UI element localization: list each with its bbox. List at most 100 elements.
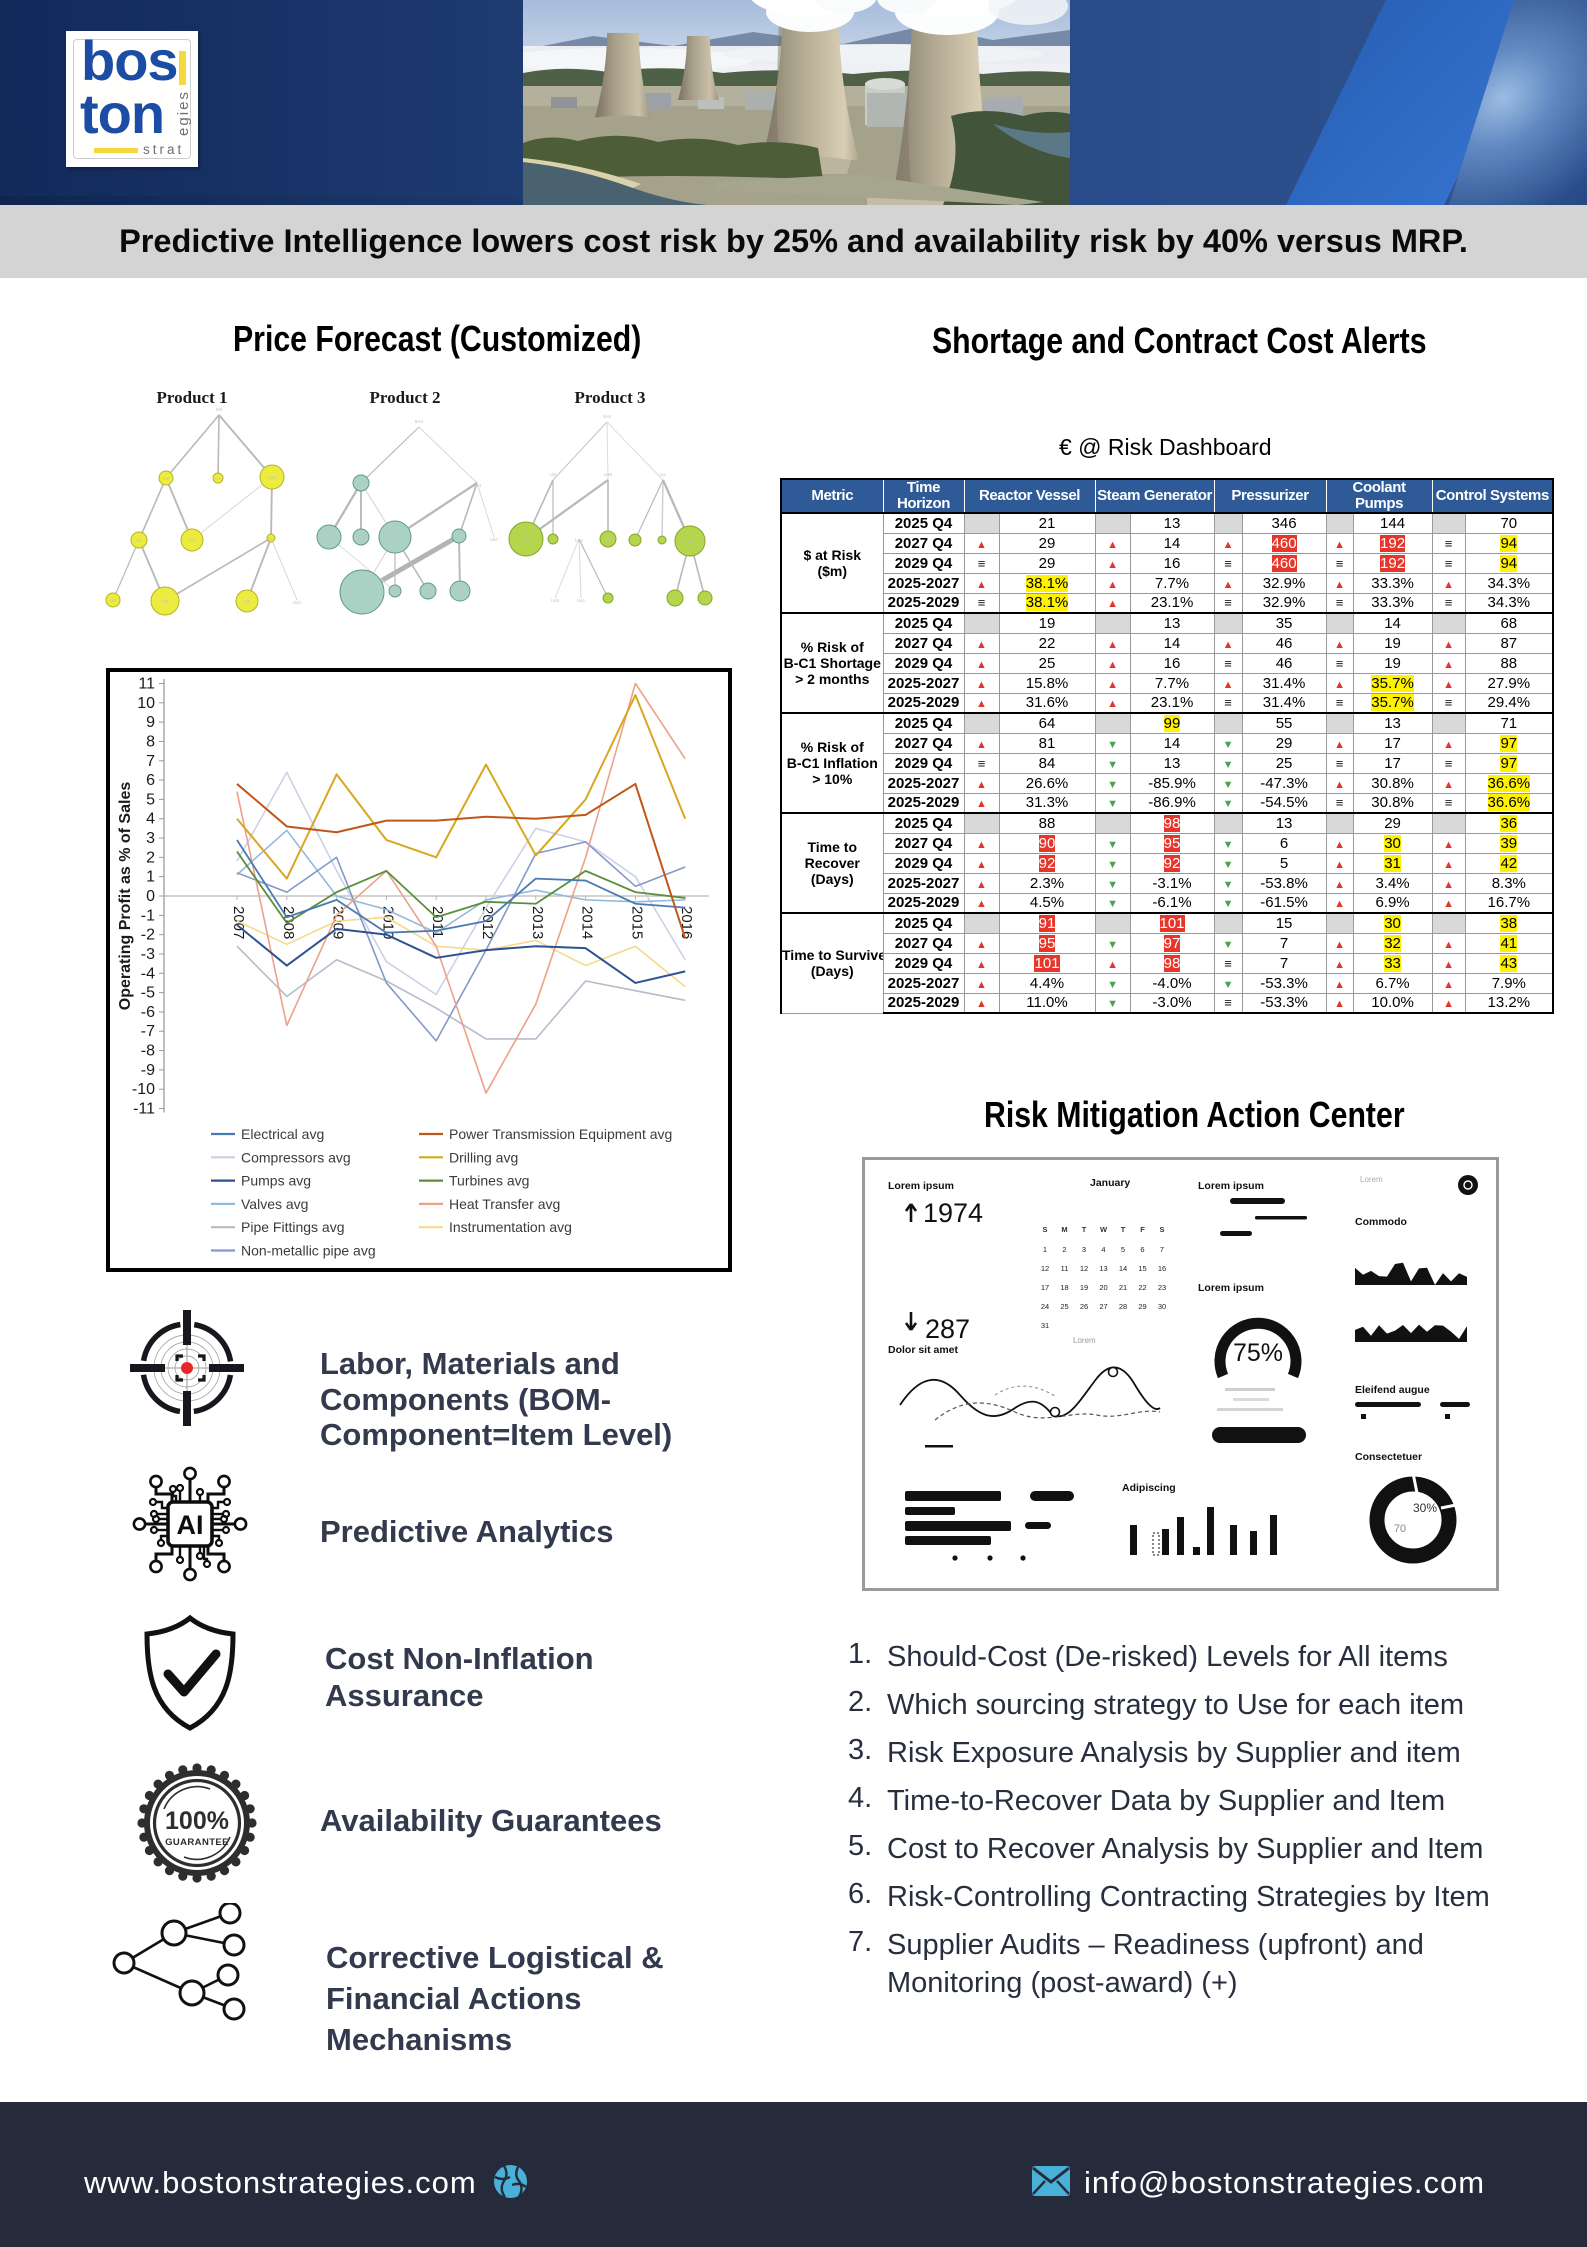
svg-text:-5: -5 [141, 985, 155, 1002]
svg-text:U8: U8 [687, 539, 693, 544]
svg-text:1974: 1974 [923, 1198, 983, 1228]
svg-text:U2: U2 [660, 472, 666, 477]
svg-text:U8: U8 [244, 599, 250, 604]
svg-text:15: 15 [1138, 1264, 1146, 1273]
svg-text:30%: 30% [1413, 1501, 1437, 1515]
svg-text:Product 2: Product 2 [370, 388, 441, 407]
svg-text:U38: U38 [357, 481, 366, 486]
svg-text:2015: 2015 [628, 906, 645, 939]
svg-text:17: 17 [1041, 1283, 1049, 1292]
svg-text:11: 11 [1061, 1264, 1069, 1273]
svg-text:4: 4 [146, 811, 155, 828]
svg-text:7: 7 [146, 753, 155, 770]
svg-text:13: 13 [1099, 1264, 1107, 1273]
svg-text:10: 10 [137, 695, 155, 712]
svg-text:100%: 100% [165, 1807, 229, 1835]
svg-text:Turbines avg: Turbines avg [449, 1173, 529, 1189]
svg-text:7: 7 [1160, 1245, 1164, 1254]
svg-text:26: 26 [1080, 1302, 1088, 1311]
svg-text:U8: U8 [162, 599, 168, 604]
svg-text:3: 3 [1082, 1245, 1086, 1254]
svg-text:-10: -10 [132, 1081, 155, 1098]
svg-text:Pipe Fittings avg: Pipe Fittings avg [241, 1219, 345, 1235]
svg-text:Lorem ipsum: Lorem ipsum [1198, 1282, 1264, 1294]
svg-text:M: M [1061, 1225, 1067, 1234]
svg-text:S: S [1042, 1225, 1047, 1234]
svg-text:30: 30 [1158, 1302, 1166, 1311]
svg-text:U8: U8 [605, 537, 611, 542]
svg-text:25: 25 [1060, 1302, 1068, 1311]
svg-text:-7: -7 [141, 1023, 155, 1040]
svg-text:Non-metallic pipe avg: Non-metallic pipe avg [241, 1243, 376, 1259]
svg-text:U41: U41 [577, 598, 586, 603]
svg-text:Consectetuer: Consectetuer [1355, 1451, 1422, 1463]
svg-text:29: 29 [1138, 1302, 1146, 1311]
svg-text:-3: -3 [141, 946, 155, 963]
svg-text:4: 4 [1101, 1245, 1105, 1254]
svg-text:U8: U8 [136, 538, 142, 543]
svg-text:28: 28 [1119, 1302, 1127, 1311]
svg-text:T: T [1082, 1225, 1087, 1234]
svg-text:GUARANTEE: GUARANTEE [165, 1837, 229, 1848]
svg-text:1: 1 [146, 869, 155, 886]
svg-text:S: S [1159, 1225, 1164, 1234]
svg-text:AI: AI [177, 1510, 204, 1540]
svg-text:5A9: 5A9 [603, 414, 612, 419]
svg-text:3: 3 [146, 830, 155, 847]
svg-text:Eleifend augue: Eleifend augue [1355, 1384, 1430, 1396]
svg-text:U38: U38 [391, 589, 400, 594]
svg-text:Valves avg: Valves avg [241, 1196, 308, 1212]
svg-text:U38: U38 [357, 535, 366, 540]
svg-text:Electrical avg: Electrical avg [241, 1126, 324, 1142]
svg-text:6: 6 [146, 772, 155, 789]
svg-text:U38: U38 [455, 534, 464, 539]
svg-text:2: 2 [1062, 1245, 1066, 1254]
svg-text:Commodo: Commodo [1355, 1216, 1407, 1228]
svg-text:2011: 2011 [429, 906, 446, 938]
svg-text:U41: U41 [293, 600, 302, 605]
svg-text:Adipiscing: Adipiscing [1122, 1482, 1176, 1494]
svg-text:11: 11 [138, 675, 155, 692]
svg-text:U8: U8 [163, 476, 169, 481]
svg-text:16: 16 [1158, 1264, 1166, 1273]
svg-text:21: 21 [1119, 1283, 1127, 1292]
svg-text:5: 5 [1121, 1245, 1125, 1254]
svg-text:Product 1: Product 1 [157, 388, 228, 407]
svg-text:0: 0 [146, 888, 155, 905]
svg-text:18: 18 [1060, 1283, 1068, 1292]
svg-text:Dolor sit amet: Dolor sit amet [888, 1344, 959, 1356]
svg-text:2012: 2012 [479, 906, 496, 939]
svg-text:Instrumentation avg: Instrumentation avg [449, 1219, 572, 1235]
svg-text:Product 3: Product 3 [575, 388, 646, 407]
svg-text:-11: -11 [133, 1101, 155, 1118]
svg-text:2014: 2014 [579, 906, 596, 939]
svg-text:U8: U8 [215, 476, 221, 481]
svg-text:2: 2 [146, 849, 155, 866]
svg-text:Lorem ipsum: Lorem ipsum [888, 1180, 954, 1192]
svg-text:Pumps avg: Pumps avg [241, 1173, 311, 1189]
svg-text:U87: U87 [490, 537, 499, 542]
svg-text:19: 19 [1080, 1283, 1088, 1292]
svg-text:U8: U8 [269, 475, 275, 480]
svg-text:U38: U38 [424, 589, 433, 594]
svg-text:5/6: 5/6 [216, 407, 223, 412]
svg-text:W: W [1100, 1225, 1108, 1234]
svg-text:U44: U44 [473, 483, 482, 488]
svg-text:January: January [1090, 1177, 1130, 1189]
svg-text:U4x: U4x [575, 538, 584, 543]
svg-text:-6: -6 [141, 1004, 155, 1021]
svg-text:Heat Transfer avg: Heat Transfer avg [449, 1196, 560, 1212]
svg-text:Lorem: Lorem [1360, 1175, 1383, 1184]
svg-text:U8: U8 [523, 537, 529, 542]
svg-text:U8: U8 [268, 536, 274, 541]
svg-text:14: 14 [1119, 1264, 1127, 1273]
svg-text:Lorem ipsum: Lorem ipsum [1198, 1180, 1264, 1192]
svg-text:U48: U48 [551, 598, 560, 603]
svg-text:U46: U46 [604, 472, 613, 477]
svg-text:9: 9 [146, 714, 155, 731]
svg-text:31: 31 [1041, 1321, 1049, 1330]
svg-text:287: 287 [925, 1314, 970, 1344]
svg-text:F: F [1140, 1225, 1145, 1234]
svg-text:Power Transmission Equipment a: Power Transmission Equipment avg [449, 1126, 672, 1142]
svg-text:U38: U38 [456, 589, 465, 594]
